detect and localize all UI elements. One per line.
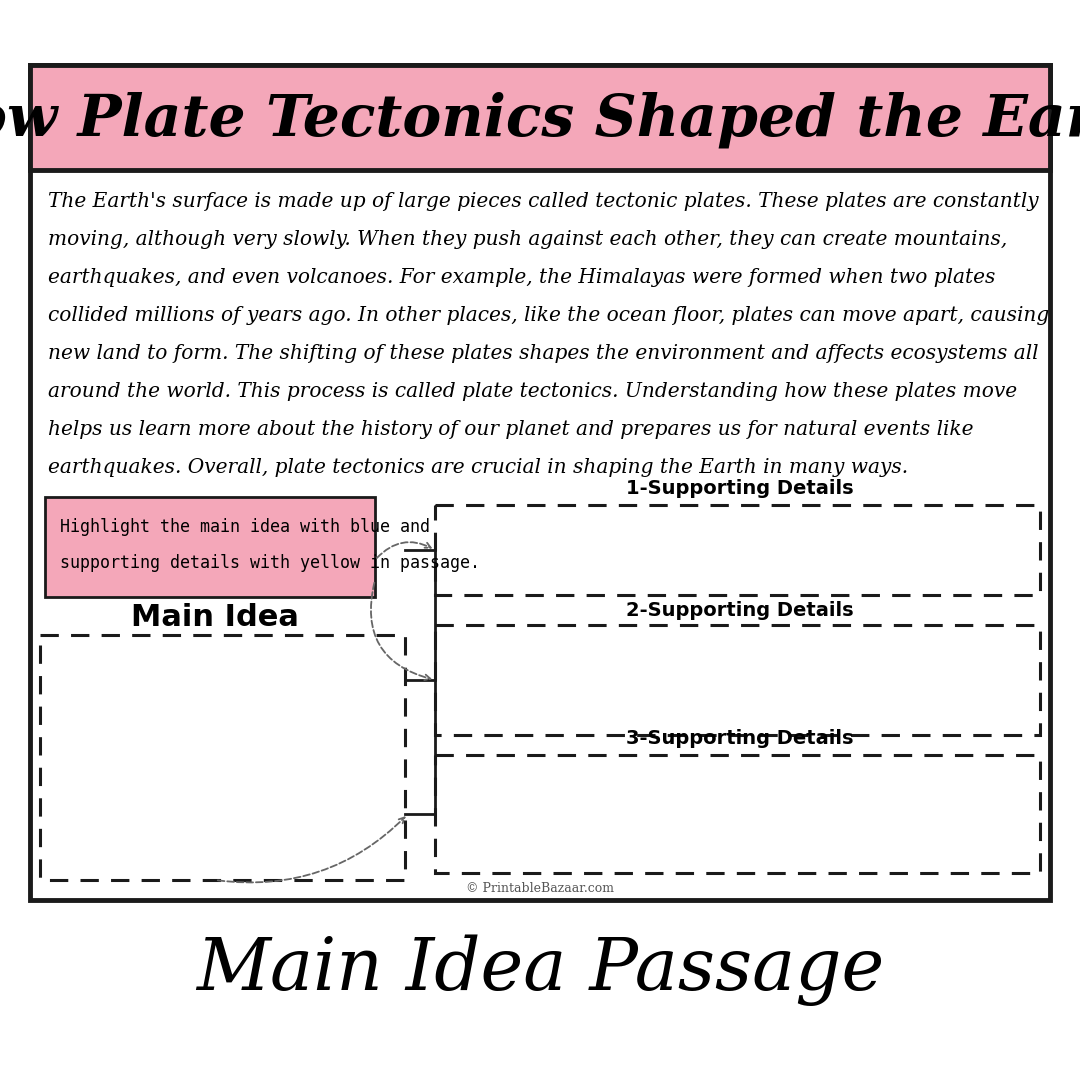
Text: Main Idea Passage: Main Idea Passage (195, 934, 885, 1005)
Text: Highlight the main idea with blue and: Highlight the main idea with blue and (60, 518, 430, 536)
Bar (30, 65, 1050, 170)
Text: © PrintableBazaar.com: © PrintableBazaar.com (465, 881, 615, 894)
Text: earthquakes, and even volcanoes. For example, the Himalayas were formed when two: earthquakes, and even volcanoes. For exa… (48, 268, 996, 287)
Text: helps us learn more about the history of our planet and prepares us for natural : helps us learn more about the history of… (48, 420, 973, 438)
Text: moving, although very slowly. When they push against each other, they can create: moving, although very slowly. When they … (48, 230, 1008, 249)
Text: Main Idea: Main Idea (131, 604, 299, 633)
Bar (435, 755, 1040, 873)
Bar (435, 505, 1040, 595)
Text: supporting details with yellow in passage.: supporting details with yellow in passag… (60, 554, 480, 572)
Bar (45, 497, 375, 597)
Text: around the world. This process is called plate tectonics. Understanding how thes: around the world. This process is called… (48, 382, 1017, 401)
Text: 3-Supporting Details: 3-Supporting Details (626, 729, 854, 747)
FancyArrowPatch shape (377, 542, 431, 558)
Bar (435, 625, 1040, 735)
Bar (30, 65, 1050, 900)
Text: collided millions of years ago. In other places, like the ocean floor, plates ca: collided millions of years ago. In other… (48, 306, 1050, 325)
Text: How Plate Tectonics Shaped the Earth: How Plate Tectonics Shaped the Earth (0, 92, 1080, 148)
Text: new land to form. The shifting of these plates shapes the environment and affect: new land to form. The shifting of these … (48, 345, 1039, 363)
Text: The Earth's surface is made up of large pieces called tectonic plates. These pla: The Earth's surface is made up of large … (48, 192, 1039, 211)
FancyArrowPatch shape (370, 583, 430, 680)
Text: earthquakes. Overall, plate tectonics are crucial in shaping the Earth in many w: earthquakes. Overall, plate tectonics ar… (48, 458, 908, 477)
Text: 1-Supporting Details: 1-Supporting Details (626, 478, 854, 498)
Bar (40, 635, 405, 880)
FancyArrowPatch shape (218, 818, 405, 882)
Text: 2-Supporting Details: 2-Supporting Details (626, 600, 854, 620)
